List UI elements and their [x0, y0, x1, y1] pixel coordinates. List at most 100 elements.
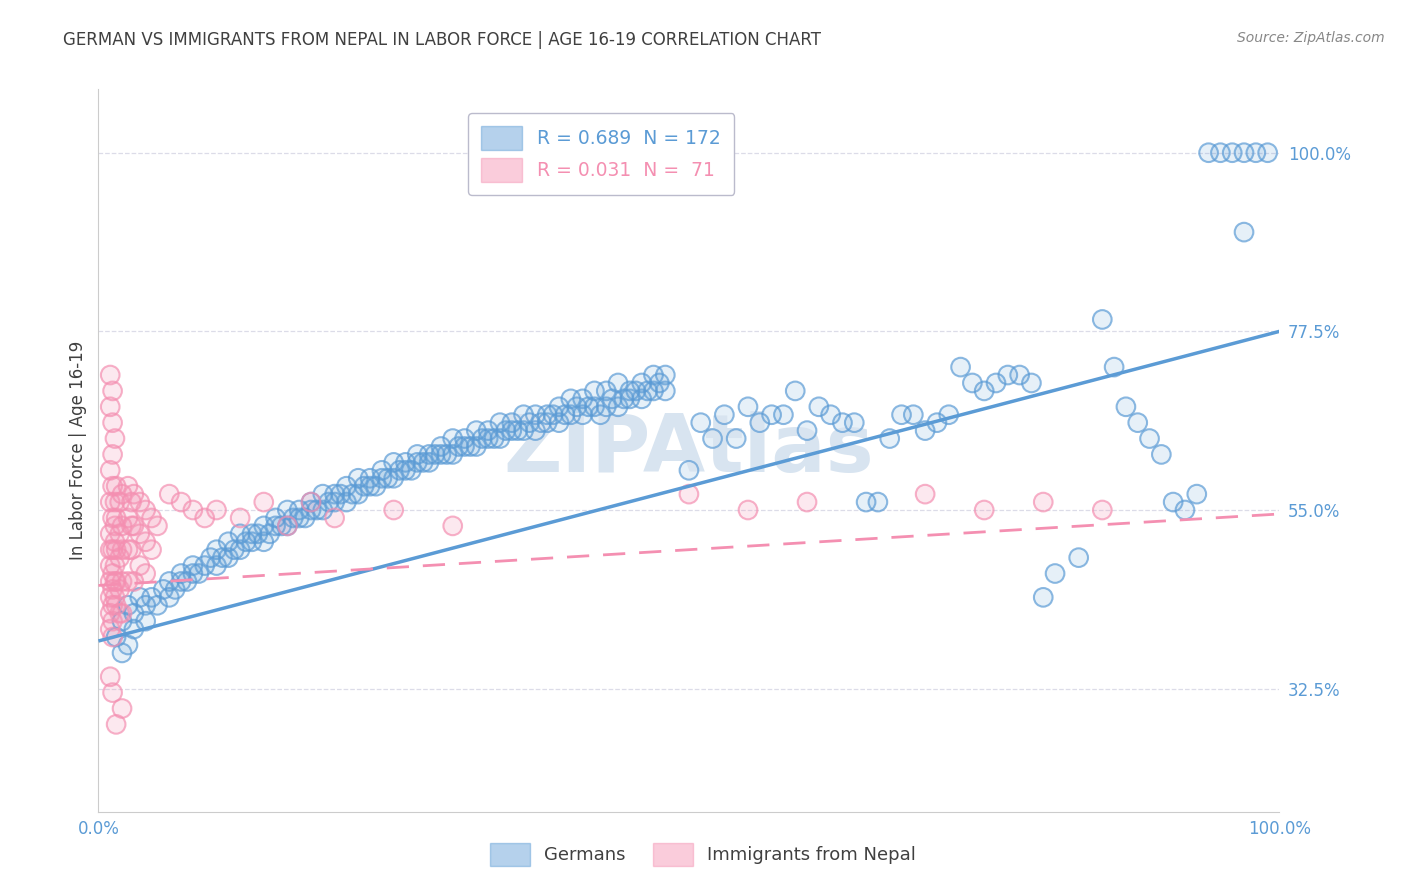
Point	[135, 599, 157, 613]
Point	[217, 534, 239, 549]
Point	[831, 416, 853, 430]
Point	[276, 519, 298, 533]
Point	[117, 638, 139, 652]
Point	[111, 606, 134, 620]
Point	[104, 432, 127, 446]
Point	[925, 416, 948, 430]
Point	[648, 376, 671, 390]
Point	[973, 384, 995, 398]
Point	[141, 591, 163, 605]
Point	[105, 630, 128, 644]
Point	[524, 424, 547, 438]
Point	[772, 408, 794, 422]
Point	[377, 471, 399, 485]
Point	[105, 574, 128, 589]
Point	[571, 392, 593, 406]
Point	[536, 416, 558, 430]
Legend: R = 0.689  N = 172, R = 0.031  N =  71: R = 0.689 N = 172, R = 0.031 N = 71	[468, 113, 734, 195]
Point	[430, 447, 453, 461]
Point	[1161, 495, 1184, 509]
Point	[170, 574, 193, 589]
Point	[165, 582, 187, 597]
Point	[253, 495, 276, 509]
Point	[98, 558, 121, 573]
Point	[111, 487, 134, 501]
Point	[98, 606, 121, 620]
Point	[613, 392, 636, 406]
Point	[589, 408, 612, 422]
Point	[548, 416, 571, 430]
Point	[406, 447, 429, 461]
Point	[135, 503, 157, 517]
Point	[111, 614, 134, 628]
Point	[418, 447, 440, 461]
Point	[796, 424, 818, 438]
Point	[104, 432, 127, 446]
Point	[406, 455, 429, 469]
Point	[447, 440, 470, 454]
Point	[205, 503, 228, 517]
Point	[359, 479, 381, 493]
Point	[637, 384, 659, 398]
Point	[108, 550, 131, 565]
Point	[117, 479, 139, 493]
Point	[121, 495, 143, 509]
Point	[98, 400, 121, 414]
Point	[111, 542, 134, 557]
Point	[108, 495, 131, 509]
Point	[181, 503, 204, 517]
Point	[595, 400, 617, 414]
Point	[111, 574, 134, 589]
Point	[436, 447, 458, 461]
Point	[441, 519, 464, 533]
Point	[453, 432, 475, 446]
Point	[495, 424, 517, 438]
Point	[176, 574, 198, 589]
Point	[101, 511, 124, 525]
Point	[1139, 432, 1161, 446]
Point	[101, 599, 124, 613]
Point	[135, 503, 157, 517]
Point	[111, 606, 134, 620]
Point	[430, 440, 453, 454]
Point	[104, 591, 127, 605]
Point	[406, 455, 429, 469]
Point	[276, 503, 298, 517]
Point	[1115, 400, 1137, 414]
Point	[619, 392, 641, 406]
Point	[141, 542, 163, 557]
Point	[104, 534, 127, 549]
Point	[283, 511, 305, 525]
Point	[477, 432, 499, 446]
Point	[630, 392, 652, 406]
Point	[453, 440, 475, 454]
Point	[157, 591, 180, 605]
Point	[914, 487, 936, 501]
Point	[512, 424, 534, 438]
Point	[973, 503, 995, 517]
Point	[512, 424, 534, 438]
Point	[335, 495, 357, 509]
Point	[240, 526, 263, 541]
Point	[364, 479, 387, 493]
Point	[122, 606, 145, 620]
Point	[101, 479, 124, 493]
Point	[1043, 566, 1066, 581]
Point	[335, 495, 357, 509]
Point	[630, 392, 652, 406]
Point	[394, 455, 416, 469]
Point	[489, 416, 512, 430]
Point	[122, 606, 145, 620]
Point	[187, 566, 209, 581]
Point	[121, 542, 143, 557]
Point	[146, 519, 169, 533]
Point	[465, 424, 488, 438]
Point	[312, 503, 335, 517]
Point	[111, 701, 134, 715]
Point	[259, 526, 281, 541]
Point	[111, 519, 134, 533]
Point	[578, 400, 600, 414]
Text: GERMAN VS IMMIGRANTS FROM NEPAL IN LABOR FORCE | AGE 16-19 CORRELATION CHART: GERMAN VS IMMIGRANTS FROM NEPAL IN LABOR…	[63, 31, 821, 49]
Point	[382, 471, 405, 485]
Point	[128, 591, 150, 605]
